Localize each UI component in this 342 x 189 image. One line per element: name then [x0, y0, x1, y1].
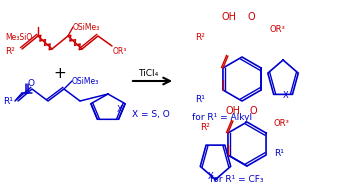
Text: O: O	[248, 12, 255, 22]
Text: OH: OH	[222, 12, 237, 22]
Text: OR³: OR³	[269, 25, 285, 33]
Text: X = S, O: X = S, O	[132, 109, 170, 119]
Text: R¹: R¹	[3, 97, 13, 105]
Text: X: X	[208, 172, 213, 181]
Text: R¹: R¹	[195, 94, 205, 104]
Text: X: X	[117, 105, 123, 115]
Text: OH: OH	[226, 106, 241, 116]
Text: OSiMe₃: OSiMe₃	[73, 23, 100, 33]
Text: R²: R²	[195, 33, 205, 42]
Text: O: O	[28, 78, 35, 88]
Text: R²: R²	[5, 46, 15, 56]
Text: TiCl₄: TiCl₄	[138, 68, 158, 77]
Text: OSiMe₃: OSiMe₃	[72, 77, 99, 85]
Text: R¹: R¹	[274, 149, 284, 157]
Text: for R¹ = CF₃: for R¹ = CF₃	[210, 174, 263, 184]
Text: X: X	[283, 91, 289, 99]
Text: OR³: OR³	[113, 46, 127, 56]
Text: OR³: OR³	[274, 119, 290, 129]
Text: O: O	[250, 106, 258, 116]
Text: +: +	[54, 67, 66, 81]
Text: Me₃SiO: Me₃SiO	[5, 33, 32, 42]
Text: for R¹ = Alkyl: for R¹ = Alkyl	[192, 112, 252, 122]
Text: R²: R²	[200, 122, 210, 132]
